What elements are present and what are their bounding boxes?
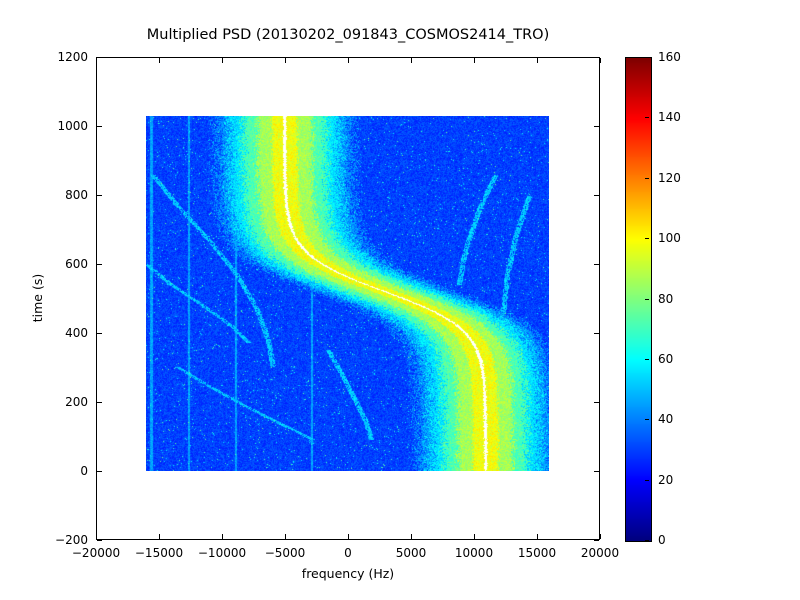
x-tick-mark: [159, 58, 160, 63]
x-tick-label: −20000: [71, 546, 121, 560]
x-tick-mark: [411, 58, 412, 63]
y-tick-label: −200: [55, 533, 88, 547]
x-tick-mark: [537, 534, 538, 539]
colorbar-tick-label: 60: [658, 352, 674, 366]
x-tick-mark: [537, 58, 538, 63]
x-tick-mark: [222, 534, 223, 539]
x-tick-label: 20000: [580, 546, 620, 560]
y-tick-mark: [594, 333, 599, 334]
x-tick-mark: [474, 58, 475, 63]
x-tick-mark: [96, 534, 97, 539]
x-axis-label: frequency (Hz): [301, 566, 395, 581]
y-tick-mark: [594, 264, 599, 265]
y-axis-label: time (s): [30, 273, 45, 323]
colorbar-tick-label: 160: [658, 50, 681, 64]
y-tick-mark: [97, 57, 102, 58]
x-tick-mark: [600, 58, 601, 63]
x-tick-mark: [474, 534, 475, 539]
y-tick-mark: [594, 540, 599, 541]
heatmap-canvas: [146, 116, 549, 471]
colorbar-tick-mark: [645, 359, 649, 360]
y-tick-label: 600: [65, 257, 88, 271]
x-tick-label: −5000: [264, 546, 306, 560]
y-tick-mark: [97, 333, 102, 334]
y-tick-mark: [594, 471, 599, 472]
x-tick-label: 10000: [454, 546, 494, 560]
colorbar-tick-label: 120: [658, 171, 681, 185]
x-tick-label: 0: [344, 546, 352, 560]
y-tick-label: 800: [65, 188, 88, 202]
y-tick-mark: [97, 540, 102, 541]
chart-title: Multiplied PSD (20130202_091843_COSMOS24…: [146, 27, 550, 43]
y-tick-label: 1000: [57, 119, 88, 133]
y-tick-mark: [97, 471, 102, 472]
colorbar-tick-label: 140: [658, 110, 681, 124]
colorbar-tick-mark: [645, 117, 649, 118]
colorbar-tick-mark: [645, 480, 649, 481]
plot-border: [96, 57, 600, 540]
colorbar-tick-label: 80: [658, 292, 674, 306]
y-tick-mark: [594, 126, 599, 127]
y-tick-mark: [97, 264, 102, 265]
x-tick-mark: [348, 534, 349, 539]
x-tick-mark: [285, 534, 286, 539]
x-tick-label: −10000: [197, 546, 247, 560]
colorbar-tick-label: 40: [658, 412, 674, 426]
x-tick-label: 5000: [395, 546, 427, 560]
x-tick-mark: [222, 58, 223, 63]
x-tick-mark: [411, 534, 412, 539]
colorbar-tick-label: 20: [658, 473, 674, 487]
colorbar-tick-mark: [645, 57, 649, 58]
colorbar-tick-mark: [645, 178, 649, 179]
colorbar-tick-mark: [645, 238, 649, 239]
colorbar-tick-mark: [645, 299, 649, 300]
y-tick-label: 0: [80, 464, 88, 478]
x-tick-label: 15000: [517, 546, 557, 560]
y-tick-label: 400: [65, 326, 88, 340]
y-tick-mark: [594, 195, 599, 196]
colorbar-tick-mark: [645, 419, 649, 420]
colorbar-tick-mark: [645, 540, 649, 541]
x-tick-mark: [285, 58, 286, 63]
y-tick-mark: [97, 402, 102, 403]
y-tick-mark: [97, 126, 102, 127]
colorbar-tick-label: 100: [658, 231, 681, 245]
y-tick-label: 200: [65, 395, 88, 409]
y-tick-mark: [594, 57, 599, 58]
x-tick-mark: [96, 58, 97, 63]
y-tick-mark: [97, 195, 102, 196]
x-tick-mark: [600, 534, 601, 539]
colorbar-tick-label: 0: [658, 533, 666, 547]
y-tick-mark: [594, 402, 599, 403]
x-tick-mark: [159, 534, 160, 539]
x-tick-label: −15000: [134, 546, 184, 560]
x-tick-mark: [348, 58, 349, 63]
y-tick-label: 1200: [57, 50, 88, 64]
